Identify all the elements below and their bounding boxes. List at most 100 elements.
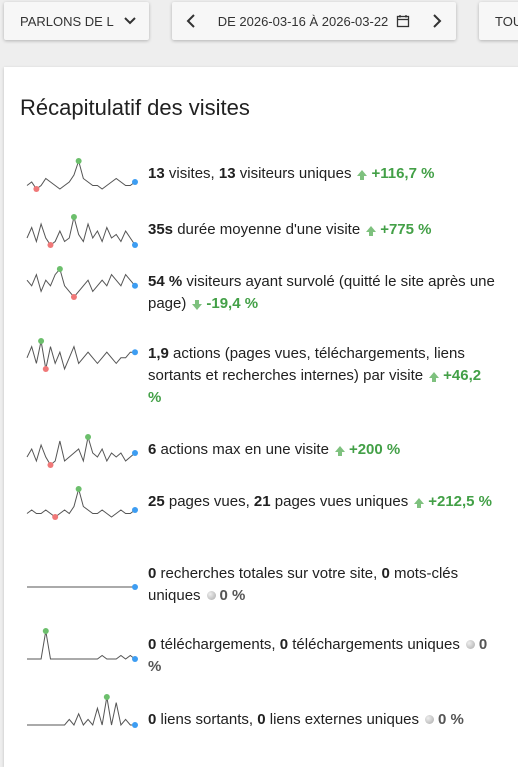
evolution-value: +200 % — [348, 441, 401, 458]
sparkline-last-dot — [132, 656, 138, 662]
period-label: DE 2026-03-16 À 2026-03-22 — [217, 13, 389, 29]
sparkline-last-dot — [132, 450, 138, 456]
sparkline-actions[interactable] — [24, 335, 139, 375]
metric-label: téléchargements, — [156, 636, 280, 653]
sparkline-max-dot — [70, 214, 77, 220]
arrow-up-icon — [357, 170, 368, 181]
metric-label: actions (pages vues, téléchargements, li… — [148, 345, 465, 384]
evolution-value: +212,5 % — [428, 493, 493, 510]
metric-label-secondary: mots-clés uniques — [148, 565, 459, 604]
sparkline-downloads[interactable] — [24, 625, 139, 665]
evolution-value: 0 % — [438, 711, 464, 728]
sparkline-last-dot — [132, 349, 138, 356]
sparkline-min-dot — [47, 242, 54, 248]
neutral-dot-icon — [206, 590, 216, 600]
metric-value: 25 — [148, 493, 165, 510]
sparkline-last-dot — [132, 507, 138, 513]
sparkline-path — [26, 340, 135, 371]
segment-label: TOU — [495, 13, 518, 29]
sparkline-max-dot — [85, 434, 92, 440]
metric-value: 35s — [148, 221, 174, 238]
metric-label-secondary: visiteurs uniques — [235, 165, 352, 182]
sparkline-min-dot — [42, 366, 49, 372]
calendar-icon — [397, 15, 410, 28]
sparkline-max-actions[interactable] — [24, 431, 139, 471]
chevron-right-icon[interactable] — [430, 13, 444, 29]
sparkline-path — [26, 267, 136, 298]
metric-label: liens sortants, — [156, 711, 258, 728]
metric-label: pages vues, — [164, 493, 254, 510]
metric-value-secondary: 21 — [253, 493, 271, 510]
sparkline-bounce[interactable] — [24, 263, 139, 303]
sparkline-path — [26, 436, 136, 466]
top-toolbar: PARLONS DE L DE 2026-03-16 À 2026-03-22 … — [0, 0, 518, 50]
metric-label-secondary: liens externes uniques — [265, 711, 420, 728]
site-selector-button[interactable]: PARLONS DE L — [4, 2, 149, 40]
sparkline-avg-time[interactable] — [24, 211, 139, 251]
chevron-left-icon[interactable] — [184, 13, 198, 29]
metric-value: 1,9 — [148, 345, 169, 362]
metric-text-actions: 1,9 actions (pages vues, téléchargements… — [148, 343, 498, 409]
metric-label: visites, — [164, 165, 219, 182]
metric-value: 0 — [148, 636, 157, 653]
card-title: Récapitulatif des visites — [20, 95, 250, 120]
neutral-dot-icon — [425, 714, 435, 724]
segment-selector-button[interactable]: TOU — [479, 2, 518, 40]
metric-value: 6 — [148, 441, 157, 458]
metric-label: actions max en une visite — [156, 441, 329, 458]
period-selector-button[interactable]: DE 2026-03-16 À 2026-03-22 — [218, 14, 411, 29]
metric-text-bounce: 54 % visiteurs ayant survolé (quitté le … — [148, 271, 498, 315]
arrow-up-icon — [366, 226, 377, 237]
sparkline-min-dot — [33, 186, 40, 192]
metric-text-avg-time: 35s durée moyenne d'une visite +775 % — [148, 219, 498, 241]
metric-value: 0 — [148, 565, 157, 582]
site-selector-label: PARLONS DE L — [20, 13, 114, 29]
sparkline-last-dot — [132, 242, 138, 248]
sparkline-last-dot — [132, 282, 138, 289]
evolution-value: +775 % — [380, 221, 432, 238]
metric-label: visiteurs ayant survolé (quitté le site … — [148, 273, 495, 312]
sparkline-max-dot — [56, 266, 63, 272]
metric-value: 13 — [148, 165, 165, 182]
sparkline-max-dot — [103, 694, 110, 700]
evolution-value: 0 % — [219, 587, 246, 604]
sparkline-path — [26, 159, 136, 190]
sparkline-min-dot — [47, 462, 54, 468]
metric-text-outlinks: 0 liens sortants, 0 liens externes uniqu… — [148, 709, 498, 731]
period-selector: DE 2026-03-16 À 2026-03-22 — [172, 2, 456, 40]
arrow-down-icon — [192, 300, 203, 311]
sparkline-searches[interactable] — [24, 553, 139, 593]
chevron-down-icon — [123, 17, 136, 25]
evolution-value: +46,2 % — [148, 367, 482, 406]
sparkline-max-dot — [38, 338, 45, 344]
arrow-up-icon — [334, 446, 345, 457]
sparkline-path — [26, 216, 136, 246]
arrow-up-icon — [414, 498, 425, 509]
metric-label: recherches totales sur votre site, — [156, 565, 382, 582]
metric-value-secondary: 0 — [381, 565, 390, 582]
metric-value: 0 — [148, 711, 157, 728]
arrow-up-icon — [429, 372, 440, 383]
sparkline-outlinks[interactable] — [24, 691, 139, 731]
sparkline-last-dot — [132, 584, 138, 590]
evolution-value: +116,7 % — [371, 165, 435, 182]
metric-label: durée moyenne d'une visite — [173, 221, 361, 238]
sparkline-last-dot — [132, 722, 138, 728]
sparkline-visits[interactable] — [24, 155, 139, 195]
sparkline-pageviews[interactable] — [24, 483, 139, 523]
metric-text-downloads: 0 téléchargements, 0 téléchargements uni… — [148, 634, 498, 678]
metric-value-secondary: 0 — [257, 711, 266, 728]
metric-text-visits: 13 visites, 13 visiteurs uniques +116,7 % — [148, 163, 498, 185]
metric-label-secondary: pages vues uniques — [270, 493, 409, 510]
sparkline-max-dot — [75, 486, 82, 492]
metric-label-secondary: téléchargements uniques — [288, 636, 460, 653]
sparkline-min-dot — [52, 514, 59, 520]
metric-text-max-actions: 6 actions max en une visite +200 % — [148, 439, 498, 461]
metric-value: 54 % — [148, 273, 183, 290]
metric-text-searches: 0 recherches totales sur votre site, 0 m… — [148, 563, 498, 607]
evolution-value: -19,4 % — [206, 295, 259, 312]
metric-value-secondary: 13 — [218, 165, 236, 182]
visits-overview-card: Récapitulatif des visites 13 visites, 13… — [4, 67, 518, 767]
sparkline-path — [27, 696, 135, 727]
sparkline-path — [27, 630, 136, 660]
